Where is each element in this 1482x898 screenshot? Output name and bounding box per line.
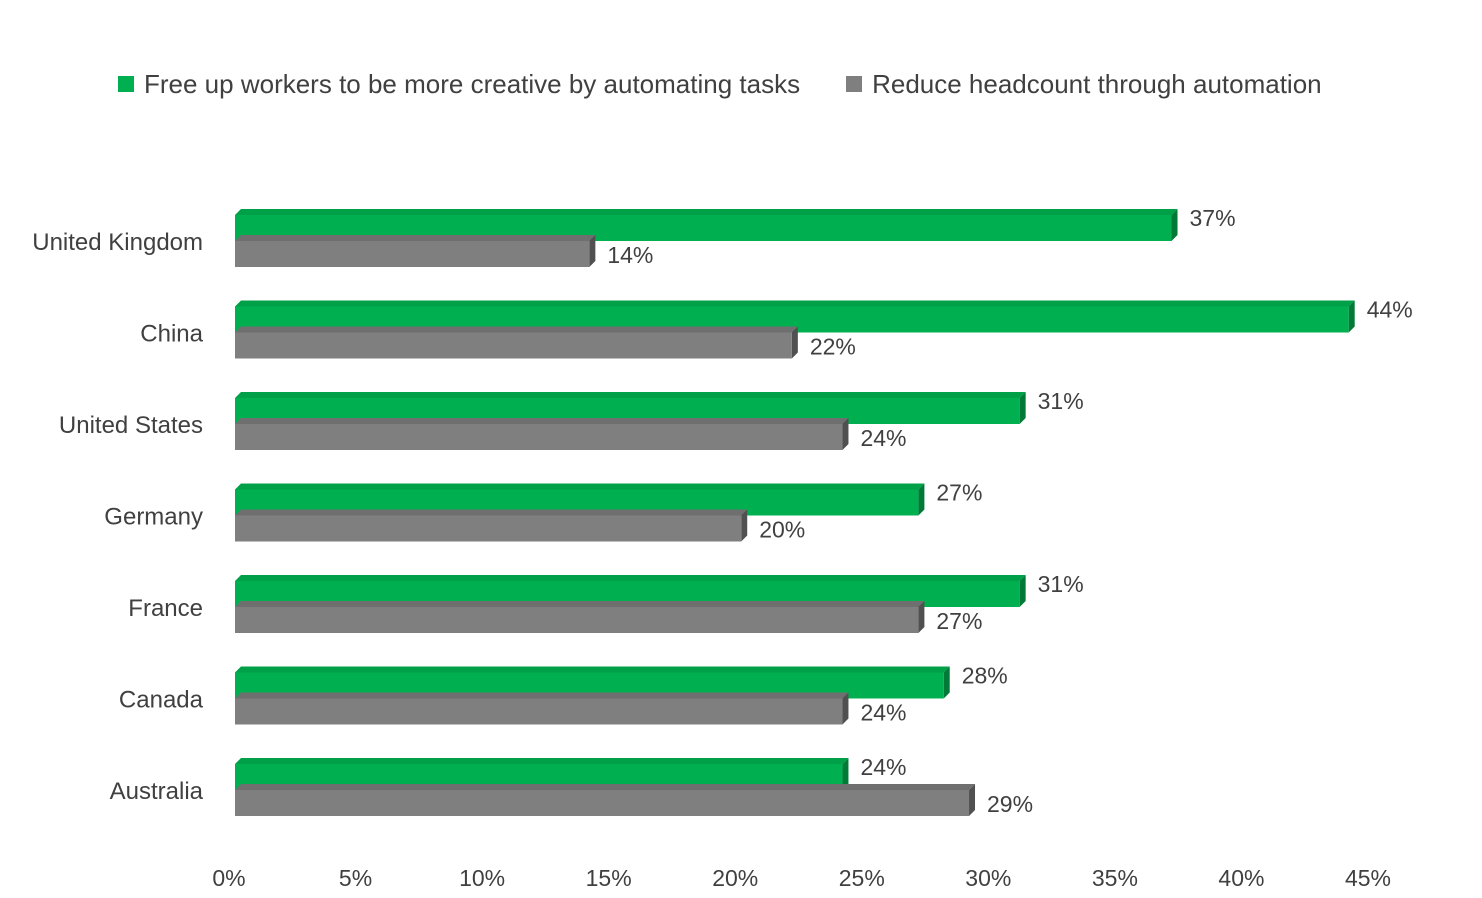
bar-series-2 bbox=[235, 332, 792, 359]
bar-top-face bbox=[235, 418, 849, 424]
data-label: 14% bbox=[607, 242, 653, 268]
category-label: United States bbox=[59, 412, 203, 439]
category-label: Germany bbox=[104, 504, 203, 531]
x-tick-label: 45% bbox=[1345, 865, 1391, 891]
bar-top-face bbox=[235, 235, 596, 241]
bar-top-face bbox=[235, 326, 798, 333]
data-label: 28% bbox=[962, 663, 1008, 689]
bar-side-face bbox=[842, 692, 849, 725]
legend: Free up workers to be more creative by a… bbox=[118, 66, 1418, 102]
x-tick-label: 20% bbox=[712, 865, 758, 891]
bar-series-2 bbox=[235, 607, 919, 633]
bar-side-face bbox=[842, 418, 849, 450]
bar-top-face bbox=[235, 758, 849, 764]
bar-series-2 bbox=[235, 241, 590, 267]
bar-top-face bbox=[235, 666, 950, 673]
legend-swatch-series-2 bbox=[846, 76, 863, 92]
category-label: Australia bbox=[110, 778, 204, 805]
x-tick-label: 35% bbox=[1092, 865, 1138, 891]
x-tick-label: 15% bbox=[586, 865, 632, 891]
legend-label-series-1: Free up workers to be more creative by a… bbox=[144, 68, 801, 99]
bar-series-2 bbox=[235, 790, 970, 816]
bar-top-face bbox=[235, 601, 925, 607]
bar-top-face bbox=[235, 692, 849, 699]
category-label: Canada bbox=[119, 687, 204, 714]
x-tick-label: 25% bbox=[839, 865, 885, 891]
data-label: 44% bbox=[1367, 297, 1413, 323]
data-label: 31% bbox=[1038, 571, 1084, 597]
category-label: China bbox=[140, 321, 203, 348]
x-tick-label: 0% bbox=[212, 865, 245, 891]
bar-side-face bbox=[1171, 209, 1178, 241]
category-label: United Kingdom bbox=[32, 229, 203, 256]
bar-top-face bbox=[235, 483, 925, 490]
bar-side-face bbox=[1019, 575, 1026, 607]
category-label: France bbox=[128, 595, 203, 622]
legend-item-series-2: Reduce headcount through automation bbox=[846, 69, 1322, 100]
data-label: 24% bbox=[860, 754, 906, 780]
bar-series-2 bbox=[235, 698, 843, 725]
x-tick-label: 40% bbox=[1218, 865, 1264, 891]
bar-side-face bbox=[589, 235, 596, 267]
bar-side-face bbox=[791, 326, 798, 359]
data-label: 29% bbox=[987, 791, 1033, 817]
x-tick-label: 10% bbox=[459, 865, 505, 891]
bar-top-face bbox=[235, 300, 1355, 307]
bar-side-face bbox=[1019, 392, 1026, 424]
bar-top-face bbox=[235, 575, 1026, 581]
data-label: 27% bbox=[936, 480, 982, 506]
bar-side-face bbox=[969, 784, 976, 816]
bar-series-2 bbox=[235, 424, 843, 450]
bar-side-face bbox=[943, 666, 950, 699]
bar-top-face bbox=[235, 392, 1026, 398]
x-tick-label: 5% bbox=[339, 865, 372, 891]
legend-item-series-1: Free up workers to be more creative by a… bbox=[118, 69, 800, 100]
bar-top-face bbox=[235, 509, 748, 516]
legend-label-series-2: Reduce headcount through automation bbox=[872, 68, 1322, 99]
data-label: 20% bbox=[759, 517, 805, 543]
bar-series-2 bbox=[235, 515, 742, 542]
data-label: 31% bbox=[1038, 388, 1084, 414]
data-label: 24% bbox=[860, 425, 906, 451]
data-label: 37% bbox=[1190, 205, 1236, 231]
bar-top-face bbox=[235, 209, 1178, 215]
data-label: 27% bbox=[936, 608, 982, 634]
legend-swatch-series-1 bbox=[118, 76, 134, 92]
bar-side-face bbox=[918, 601, 925, 633]
data-label: 24% bbox=[860, 700, 906, 726]
x-tick-label: 30% bbox=[965, 865, 1011, 891]
bar-side-face bbox=[918, 483, 925, 516]
bar-side-face bbox=[842, 758, 849, 790]
bar-side-face bbox=[1348, 300, 1355, 333]
bar-side-face bbox=[741, 509, 748, 542]
bar-top-face bbox=[235, 784, 976, 790]
data-label: 22% bbox=[810, 334, 856, 360]
